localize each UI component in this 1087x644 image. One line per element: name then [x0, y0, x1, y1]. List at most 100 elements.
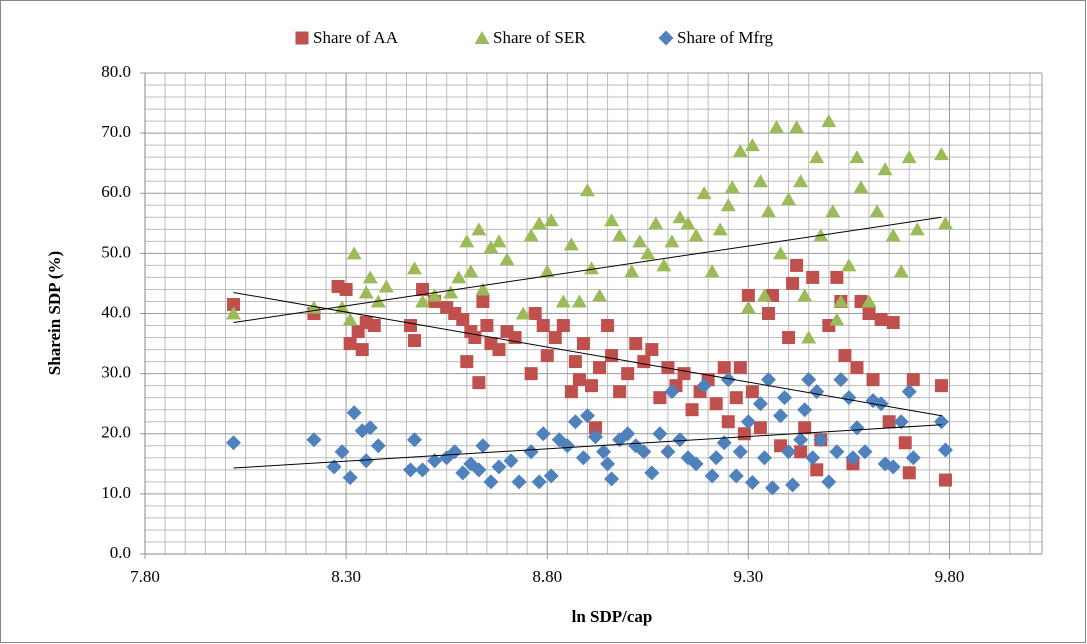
point	[358, 285, 374, 299]
point	[576, 337, 590, 351]
point	[644, 465, 660, 481]
y-tick-label: 30.0	[101, 363, 131, 382]
point	[898, 436, 912, 450]
point	[463, 264, 479, 278]
point	[612, 228, 628, 242]
point	[632, 234, 648, 248]
point	[717, 361, 731, 375]
point	[849, 420, 865, 436]
point	[475, 282, 491, 296]
point	[402, 462, 418, 478]
point	[443, 285, 459, 299]
point	[797, 288, 813, 302]
y-tick-label: 0.0	[110, 543, 131, 562]
legend-label: Share of Mfrg	[677, 28, 773, 47]
point	[696, 186, 712, 200]
point	[528, 307, 542, 320]
point	[403, 319, 417, 333]
point	[225, 435, 241, 451]
point	[540, 349, 554, 363]
point	[451, 270, 467, 284]
point	[704, 264, 720, 278]
legend-marker	[295, 31, 309, 45]
x-tick-label: 8.30	[331, 567, 361, 586]
point	[664, 234, 680, 248]
point	[801, 330, 817, 344]
point	[720, 198, 736, 212]
point	[523, 444, 539, 460]
point	[416, 282, 430, 296]
point	[511, 474, 527, 490]
point	[492, 343, 506, 357]
point	[575, 450, 591, 466]
point	[456, 313, 470, 327]
point	[685, 403, 699, 417]
point	[893, 264, 909, 278]
trend-line	[233, 424, 942, 469]
point	[885, 228, 901, 242]
point	[773, 408, 789, 424]
point	[564, 385, 578, 399]
point	[427, 453, 443, 469]
point	[830, 270, 844, 284]
legend-marker	[658, 30, 674, 46]
point	[563, 237, 579, 251]
point	[790, 258, 804, 272]
point	[367, 319, 381, 333]
y-tick-label: 60.0	[101, 182, 131, 201]
point	[637, 355, 651, 369]
point	[656, 258, 672, 272]
point	[601, 319, 615, 333]
point	[447, 444, 463, 460]
point	[471, 222, 487, 236]
point	[785, 477, 801, 493]
point	[744, 138, 760, 152]
point	[672, 432, 688, 448]
point	[593, 361, 607, 375]
point	[472, 376, 486, 390]
point	[869, 204, 885, 218]
point	[810, 463, 824, 477]
point	[793, 432, 809, 448]
point	[680, 216, 696, 230]
point	[543, 213, 559, 227]
point	[645, 343, 659, 357]
point	[362, 420, 378, 436]
point	[427, 288, 443, 302]
point	[362, 270, 378, 284]
point	[475, 438, 491, 454]
plot	[225, 114, 953, 496]
point	[226, 297, 240, 311]
point	[744, 474, 760, 490]
point	[933, 414, 949, 430]
point	[781, 444, 797, 460]
point	[833, 294, 849, 308]
point	[652, 426, 668, 442]
point	[370, 438, 386, 454]
x-tick-label: 8.80	[532, 567, 562, 586]
point	[579, 408, 595, 424]
point	[821, 114, 837, 128]
point	[567, 414, 583, 430]
point	[483, 240, 499, 254]
point	[850, 361, 864, 375]
point	[704, 468, 720, 484]
point	[708, 450, 724, 466]
point	[536, 319, 550, 333]
point	[579, 183, 595, 197]
legend-label: Share of AA	[313, 28, 399, 47]
trend-line	[233, 291, 942, 417]
legend: Share of AA Share of SER Share of Mfrg	[295, 28, 773, 47]
point	[483, 474, 499, 490]
point	[636, 444, 652, 460]
point	[806, 270, 820, 284]
point	[853, 180, 869, 194]
point	[556, 319, 570, 333]
point	[471, 462, 487, 478]
point	[716, 435, 732, 451]
point	[838, 349, 852, 363]
point	[886, 316, 900, 330]
point	[885, 459, 901, 475]
point	[306, 432, 322, 448]
point	[841, 258, 857, 272]
